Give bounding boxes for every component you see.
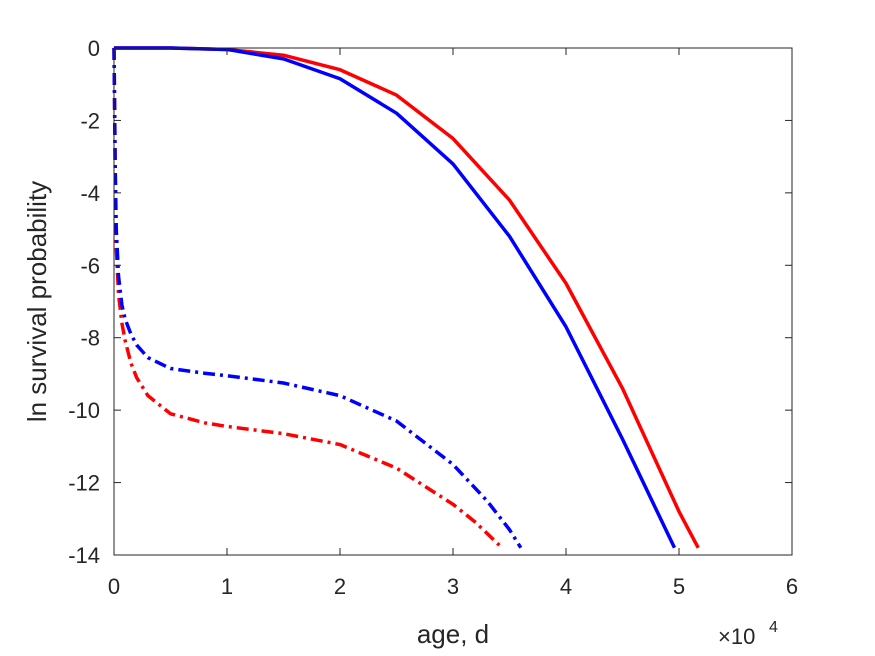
x-tick-label: 6 [786, 574, 798, 599]
y-tick-label: -12 [68, 471, 100, 496]
plot-area [114, 48, 792, 555]
y-tick-label: -6 [80, 253, 100, 278]
x-tick-label: 1 [221, 574, 233, 599]
y-tick-label: 0 [88, 36, 100, 61]
x-axis-multiplier: ×10 [718, 624, 755, 649]
x-tick-label: 0 [108, 574, 120, 599]
tick-labels: 0 1 2 3 4 5 6 0 -2 -4 -6 -8 -10 -12 -14 [68, 36, 798, 599]
x-tick-label: 2 [334, 574, 346, 599]
y-tick-label: -8 [80, 326, 100, 351]
x-tick-label: 4 [560, 574, 572, 599]
x-tick-label: 5 [673, 574, 685, 599]
axes [113, 47, 793, 556]
y-axis-label: ln survival probability [22, 181, 52, 422]
series-line-4 [112, 47, 523, 549]
plot-background [114, 48, 792, 555]
y-tick-label: -10 [68, 398, 100, 423]
x-tick-label: 3 [447, 574, 459, 599]
y-tick-label: -14 [68, 543, 100, 568]
x-axis-multiplier-exponent: 4 [769, 619, 778, 636]
x-axis-label: age, d [417, 619, 489, 649]
y-tick-label: -4 [80, 181, 100, 206]
y-tick-label: -2 [80, 108, 100, 133]
